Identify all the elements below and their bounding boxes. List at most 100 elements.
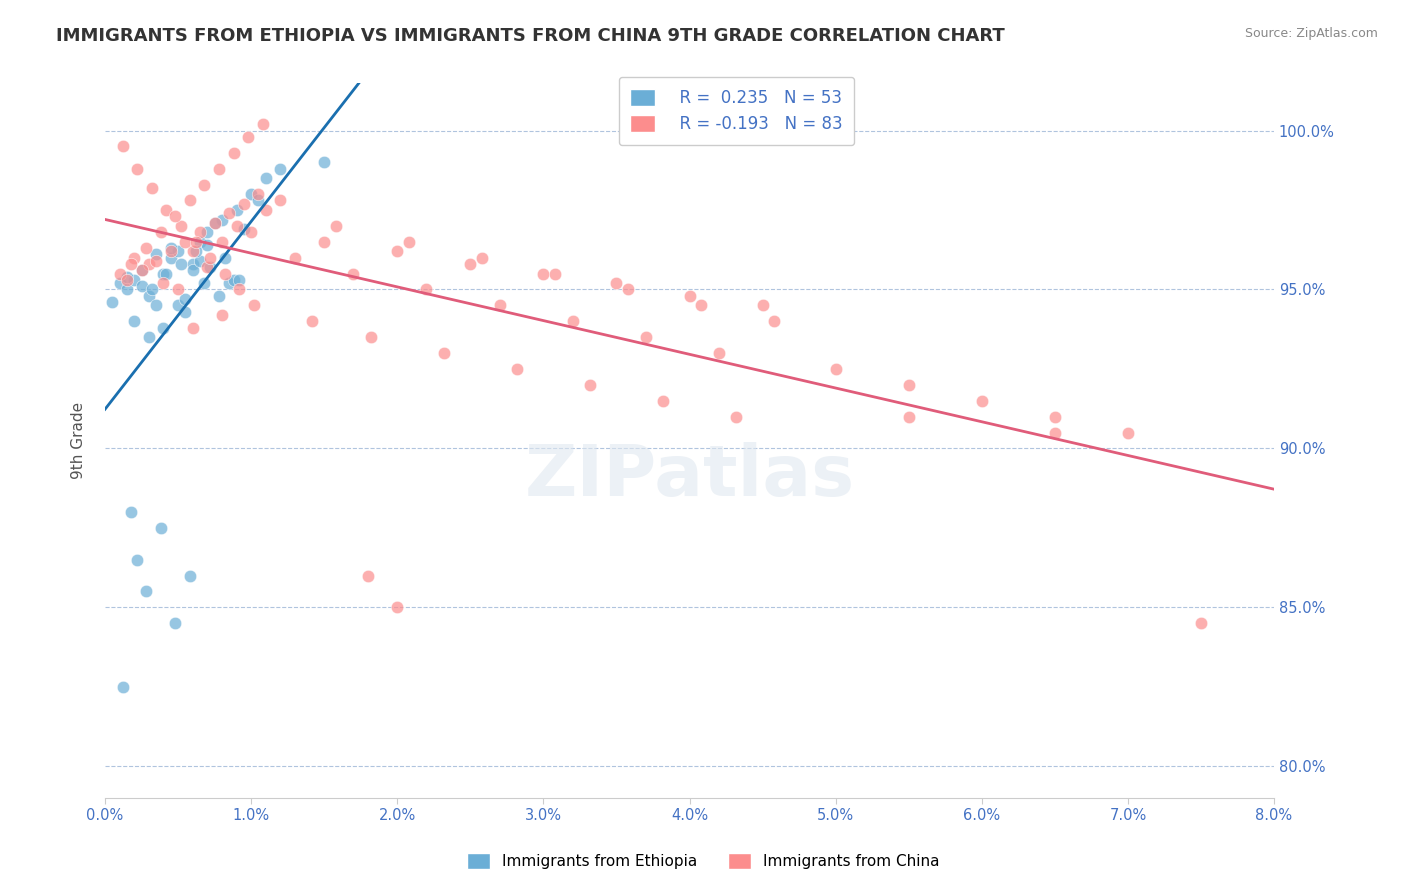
Point — [763, 314, 786, 328]
Point — [232, 196, 254, 211]
Point — [145, 298, 167, 312]
Point — [152, 320, 174, 334]
Point — [897, 409, 920, 424]
Point — [214, 267, 236, 281]
Point — [184, 235, 207, 249]
Y-axis label: 9th Grade: 9th Grade — [72, 402, 86, 479]
Point — [605, 276, 627, 290]
Point — [254, 202, 277, 217]
Point — [122, 251, 145, 265]
Point — [433, 346, 456, 360]
Point — [360, 330, 382, 344]
Point — [152, 267, 174, 281]
Point — [342, 267, 364, 281]
Point — [398, 235, 420, 249]
Point — [138, 257, 160, 271]
Point — [181, 244, 204, 259]
Point — [179, 194, 201, 208]
Point — [181, 320, 204, 334]
Point — [228, 273, 250, 287]
Point — [127, 161, 149, 176]
Point — [1116, 425, 1139, 440]
Point — [652, 393, 675, 408]
Point — [200, 260, 222, 275]
Point — [204, 216, 226, 230]
Point — [970, 393, 993, 408]
Point — [252, 117, 274, 131]
Point — [238, 129, 260, 144]
Point — [634, 330, 657, 344]
Point — [208, 289, 231, 303]
Point — [222, 145, 245, 160]
Point — [269, 194, 291, 208]
Point — [314, 235, 336, 249]
Point — [243, 298, 266, 312]
Point — [159, 241, 181, 255]
Legend:   R =  0.235   N = 53,   R = -0.193   N = 83: R = 0.235 N = 53, R = -0.193 N = 83 — [619, 77, 853, 145]
Point — [167, 298, 190, 312]
Point — [488, 298, 510, 312]
Point — [225, 202, 247, 217]
Point — [138, 289, 160, 303]
Point — [115, 273, 138, 287]
Point — [240, 187, 263, 202]
Point — [188, 235, 211, 249]
Point — [179, 568, 201, 582]
Point — [159, 244, 181, 259]
Point — [751, 298, 773, 312]
Point — [174, 304, 197, 318]
Point — [131, 279, 153, 293]
Point — [111, 139, 134, 153]
Point — [1043, 409, 1066, 424]
Point — [152, 276, 174, 290]
Point — [141, 283, 163, 297]
Point — [165, 616, 187, 631]
Point — [193, 178, 215, 192]
Point — [141, 180, 163, 194]
Point — [471, 251, 494, 265]
Point — [240, 225, 263, 239]
Point — [387, 244, 409, 259]
Point — [531, 267, 554, 281]
Point — [188, 253, 211, 268]
Point — [214, 251, 236, 265]
Legend: Immigrants from Ethiopia, Immigrants from China: Immigrants from Ethiopia, Immigrants fro… — [461, 847, 945, 875]
Point — [108, 267, 131, 281]
Text: ZIPatlas: ZIPatlas — [524, 442, 855, 511]
Point — [115, 283, 138, 297]
Point — [218, 276, 240, 290]
Point — [184, 244, 207, 259]
Point — [579, 377, 602, 392]
Point — [195, 225, 218, 239]
Point — [247, 194, 270, 208]
Point — [145, 253, 167, 268]
Point — [211, 212, 233, 227]
Point — [101, 295, 124, 310]
Point — [357, 568, 380, 582]
Point — [824, 362, 846, 376]
Point — [200, 251, 222, 265]
Point — [170, 219, 193, 233]
Point — [301, 314, 323, 328]
Point — [1043, 425, 1066, 440]
Point — [131, 263, 153, 277]
Point — [218, 206, 240, 220]
Text: IMMIGRANTS FROM ETHIOPIA VS IMMIGRANTS FROM CHINA 9TH GRADE CORRELATION CHART: IMMIGRANTS FROM ETHIOPIA VS IMMIGRANTS F… — [56, 27, 1005, 45]
Point — [188, 225, 211, 239]
Point — [506, 362, 529, 376]
Point — [170, 257, 193, 271]
Point — [135, 241, 157, 255]
Point — [690, 298, 713, 312]
Point — [314, 155, 336, 169]
Point — [159, 251, 181, 265]
Point — [122, 314, 145, 328]
Point — [284, 251, 307, 265]
Point — [325, 219, 347, 233]
Point — [111, 680, 134, 694]
Point — [707, 346, 730, 360]
Point — [122, 273, 145, 287]
Point — [617, 283, 640, 297]
Point — [155, 267, 177, 281]
Point — [165, 210, 187, 224]
Point — [897, 377, 920, 392]
